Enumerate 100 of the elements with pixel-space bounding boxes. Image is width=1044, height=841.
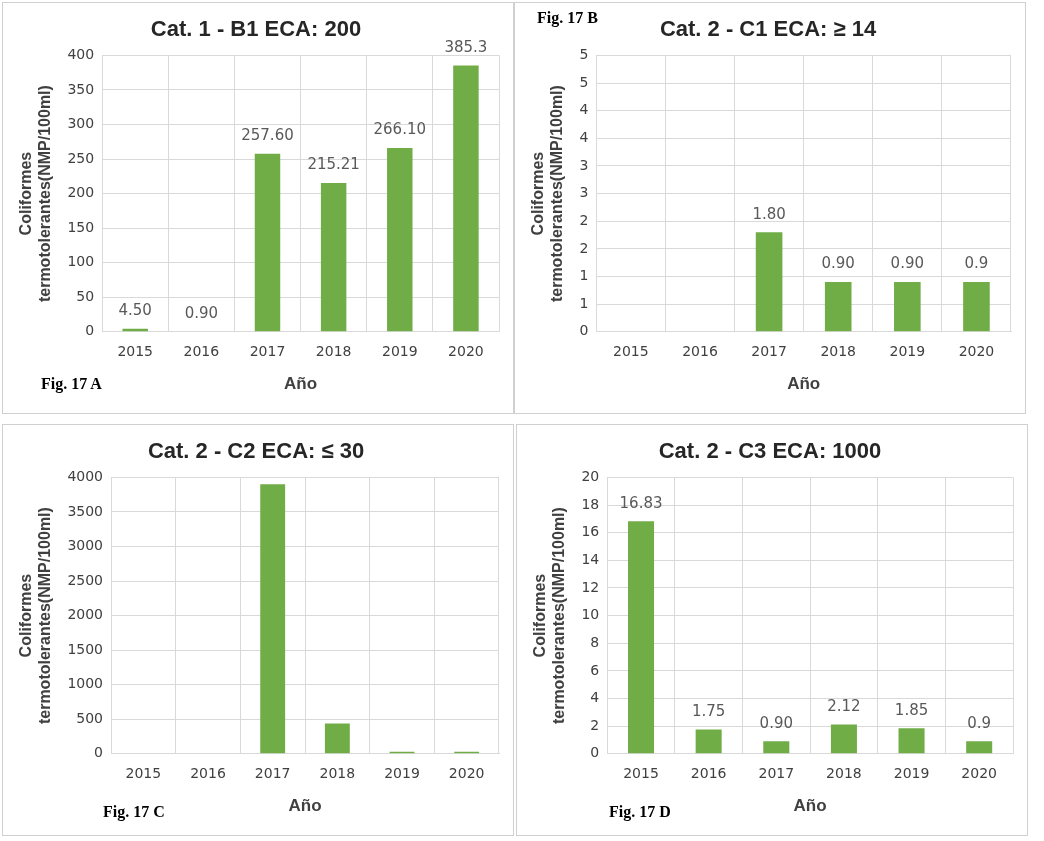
x-tick-label: 2016 bbox=[190, 764, 226, 781]
x-tick-label: 2015 bbox=[613, 342, 649, 359]
chart-title: Cat. 2 - C1 ECA: ≥ 14 bbox=[659, 16, 877, 42]
x-tick-label: 2015 bbox=[623, 764, 659, 781]
x-tick-label: 2015 bbox=[117, 342, 154, 359]
data-label: 16.83 bbox=[619, 493, 663, 512]
data-label: 0.9 bbox=[964, 254, 989, 273]
x-tick-label: 2019 bbox=[381, 342, 418, 359]
caption: Fig. 17 A bbox=[41, 375, 102, 393]
y-tick-label: 400 bbox=[67, 46, 95, 63]
bar bbox=[695, 729, 722, 754]
x-tick-label: 2018 bbox=[319, 764, 356, 781]
y-tick-label: 1 bbox=[579, 267, 589, 284]
x-tick-label: 2017 bbox=[254, 764, 291, 781]
data-label: 0.90 bbox=[821, 254, 855, 273]
y-tick-label: 8 bbox=[590, 633, 600, 650]
y-tick-label: 14 bbox=[581, 550, 600, 567]
chart-title: Cat. 1 - B1 ECA: 200 bbox=[150, 16, 362, 42]
y-tick-label: 5 bbox=[579, 73, 589, 90]
bar bbox=[260, 484, 286, 754]
y-tick-label: 0 bbox=[590, 744, 600, 761]
bar bbox=[324, 723, 350, 754]
y-tick-label: 1500 bbox=[67, 640, 104, 657]
x-tick-label: 2020 bbox=[958, 342, 995, 359]
bar bbox=[763, 741, 790, 754]
y-tick-label: 1000 bbox=[67, 675, 104, 692]
y-tick-label: 150 bbox=[67, 218, 95, 235]
y-tick-label: 6 bbox=[590, 661, 600, 678]
x-tick-label: 2019 bbox=[889, 342, 926, 359]
x-tick-label: 2019 bbox=[384, 764, 420, 781]
x-axis-title: Año bbox=[284, 374, 318, 394]
y-tick-label: 12 bbox=[581, 578, 600, 595]
y-tick-label: 3000 bbox=[67, 537, 104, 554]
x-tick-label: 2018 bbox=[826, 764, 862, 781]
x-tick-label: 2017 bbox=[751, 342, 787, 359]
y-tick-label: 2 bbox=[579, 239, 589, 256]
data-label: 215.21 bbox=[307, 155, 360, 174]
bar bbox=[966, 741, 993, 754]
x-tick-label: 2018 bbox=[315, 342, 352, 359]
y-tick-label: 4 bbox=[579, 128, 589, 145]
y-axis-title: Coliformes termotolerantes(NMP/100ml) bbox=[17, 85, 54, 303]
y-tick-label: 300 bbox=[67, 115, 95, 132]
data-label: 266.10 bbox=[373, 120, 427, 139]
y-axis-title: Coliformes termotolerantes(NMP/100ml) bbox=[531, 507, 568, 725]
x-tick-label: 2017 bbox=[758, 764, 795, 781]
y-tick-label: 0 bbox=[94, 744, 104, 761]
chart-title: Cat. 2 - C2 ECA: ≤ 30 bbox=[147, 438, 365, 464]
y-tick-label: 3 bbox=[579, 156, 589, 173]
y-tick-label: 4000 bbox=[67, 468, 104, 485]
x-tick-label: 2020 bbox=[448, 764, 485, 781]
y-tick-label: 2 bbox=[590, 716, 600, 733]
caption: Fig. 17 B bbox=[537, 9, 598, 27]
y-axis-title: Coliformes termotolerantes(NMP/100ml) bbox=[529, 85, 566, 303]
y-tick-label: 18 bbox=[581, 495, 600, 512]
caption: Fig. 17 D bbox=[609, 803, 671, 821]
data-label: 385.3 bbox=[444, 37, 488, 56]
y-tick-label: 1 bbox=[579, 294, 589, 311]
bar bbox=[628, 521, 655, 754]
y-tick-label: 200 bbox=[67, 184, 95, 201]
y-tick-label: 0 bbox=[85, 322, 95, 339]
data-label: 0.90 bbox=[890, 254, 925, 273]
x-axis-title: Año bbox=[787, 374, 821, 394]
bar bbox=[254, 153, 281, 332]
bar bbox=[320, 183, 347, 332]
y-tick-label: 10 bbox=[581, 606, 600, 623]
bar bbox=[898, 728, 925, 754]
y-tick-label: 5 bbox=[579, 46, 589, 63]
y-tick-label: 50 bbox=[76, 287, 95, 304]
data-label: 4.50 bbox=[118, 301, 152, 320]
data-label: 0.9 bbox=[967, 713, 992, 732]
x-axis-title: Año bbox=[288, 796, 322, 816]
chart-title: Cat. 2 - C3 ECA: 1000 bbox=[658, 438, 882, 464]
x-tick-label: 2017 bbox=[249, 342, 286, 359]
y-tick-label: 3500 bbox=[67, 502, 104, 519]
x-tick-label: 2016 bbox=[690, 764, 727, 781]
caption: Fig. 17 C bbox=[103, 803, 165, 821]
y-tick-label: 4 bbox=[590, 689, 600, 706]
y-axis-title: Coliformes termotolerantes(NMP/100ml) bbox=[17, 507, 54, 725]
y-tick-label: 250 bbox=[67, 149, 95, 166]
bar bbox=[830, 724, 857, 754]
y-tick-label: 0 bbox=[579, 322, 589, 339]
data-label: 1.85 bbox=[894, 700, 929, 719]
y-tick-label: 500 bbox=[76, 709, 104, 726]
x-tick-label: 2016 bbox=[682, 342, 718, 359]
data-label: 2.12 bbox=[827, 696, 861, 715]
y-tick-label: 2500 bbox=[67, 571, 104, 588]
data-label: 0.90 bbox=[184, 303, 219, 322]
x-tick-label: 2016 bbox=[183, 342, 220, 359]
y-tick-label: 2 bbox=[579, 211, 589, 228]
data-label: 257.60 bbox=[241, 126, 294, 145]
data-label: 1.75 bbox=[691, 702, 726, 721]
y-tick-label: 4 bbox=[579, 101, 589, 118]
x-tick-label: 2020 bbox=[961, 764, 997, 781]
y-tick-label: 3 bbox=[579, 184, 589, 201]
y-tick-label: 20 bbox=[581, 468, 600, 485]
y-tick-label: 16 bbox=[581, 523, 600, 540]
bar bbox=[387, 147, 413, 332]
data-label: 0.90 bbox=[759, 713, 793, 732]
y-tick-label: 350 bbox=[67, 80, 95, 97]
x-tick-label: 2018 bbox=[820, 342, 857, 359]
